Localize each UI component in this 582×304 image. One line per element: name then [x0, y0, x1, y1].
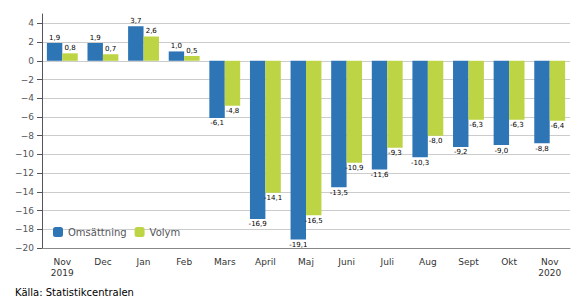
svg-text:Mars: Mars [214, 257, 236, 267]
svg-text:-19,1: -19,1 [289, 241, 307, 249]
svg-text:Juli: Juli [380, 257, 394, 267]
svg-text:-6,4: -6,4 [551, 122, 565, 130]
svg-text:-13,5: -13,5 [330, 189, 348, 197]
svg-text:0,7: 0,7 [105, 45, 116, 53]
svg-text:-6,3: -6,3 [510, 121, 524, 129]
svg-text:Maj: Maj [298, 257, 314, 267]
svg-text:−12: −12 [15, 168, 34, 178]
svg-text:Jan: Jan [136, 257, 151, 267]
svg-text:Nov: Nov [541, 257, 559, 267]
svg-text:-10,9: -10,9 [345, 164, 363, 172]
svg-text:-10,3: -10,3 [411, 159, 429, 167]
svg-text:Feb: Feb [176, 257, 192, 267]
svg-text:2,6: 2,6 [146, 27, 158, 35]
svg-text:-9,3: -9,3 [388, 149, 402, 157]
svg-text:4: 4 [28, 18, 34, 28]
svg-text:Dec: Dec [94, 257, 111, 267]
svg-text:-8,8: -8,8 [535, 145, 549, 153]
svg-text:Okt: Okt [501, 257, 517, 267]
svg-text:−10: −10 [15, 149, 34, 159]
svg-text:April: April [255, 257, 276, 267]
svg-text:−4: −4 [21, 93, 35, 103]
svg-text:-6,1: -6,1 [210, 119, 224, 127]
svg-text:−16: −16 [15, 206, 34, 216]
svg-text:0,8: 0,8 [64, 44, 75, 52]
svg-text:0: 0 [28, 56, 34, 66]
svg-text:−20: −20 [15, 243, 34, 253]
svg-text:1,0: 1,0 [171, 42, 182, 50]
svg-text:-11,6: -11,6 [370, 171, 389, 179]
svg-text:Nov: Nov [54, 257, 72, 267]
svg-text:Sept: Sept [458, 257, 479, 267]
svg-text:-4,8: -4,8 [226, 107, 240, 115]
svg-text:2: 2 [28, 37, 34, 47]
svg-text:1,9: 1,9 [90, 34, 101, 42]
svg-text:0,5: 0,5 [186, 47, 197, 55]
svg-text:2019: 2019 [51, 268, 74, 278]
svg-text:-16,5: -16,5 [305, 217, 323, 225]
svg-text:-6,3: -6,3 [469, 121, 483, 129]
svg-text:−6: −6 [21, 112, 35, 122]
svg-text:-8,0: -8,0 [429, 137, 443, 145]
svg-text:−18: −18 [15, 224, 34, 234]
svg-text:Omsättning: Omsättning [68, 227, 127, 238]
svg-text:Juni: Juni [337, 257, 355, 267]
svg-text:-9,2: -9,2 [454, 148, 468, 156]
svg-text:−14: −14 [15, 187, 34, 197]
svg-text:−2: −2 [21, 75, 34, 85]
svg-text:-16,9: -16,9 [249, 220, 267, 228]
svg-text:Aug: Aug [419, 257, 437, 267]
svg-text:2020: 2020 [538, 268, 561, 278]
svg-text:3,7: 3,7 [130, 17, 141, 25]
svg-text:-9,0: -9,0 [495, 147, 509, 155]
svg-text:Volym: Volym [150, 227, 181, 238]
svg-text:Källa: Statistikcentralen: Källa: Statistikcentralen [15, 287, 134, 298]
svg-text:−8: −8 [21, 131, 35, 141]
svg-text:-14,1: -14,1 [264, 194, 282, 202]
svg-text:1,9: 1,9 [49, 34, 60, 42]
